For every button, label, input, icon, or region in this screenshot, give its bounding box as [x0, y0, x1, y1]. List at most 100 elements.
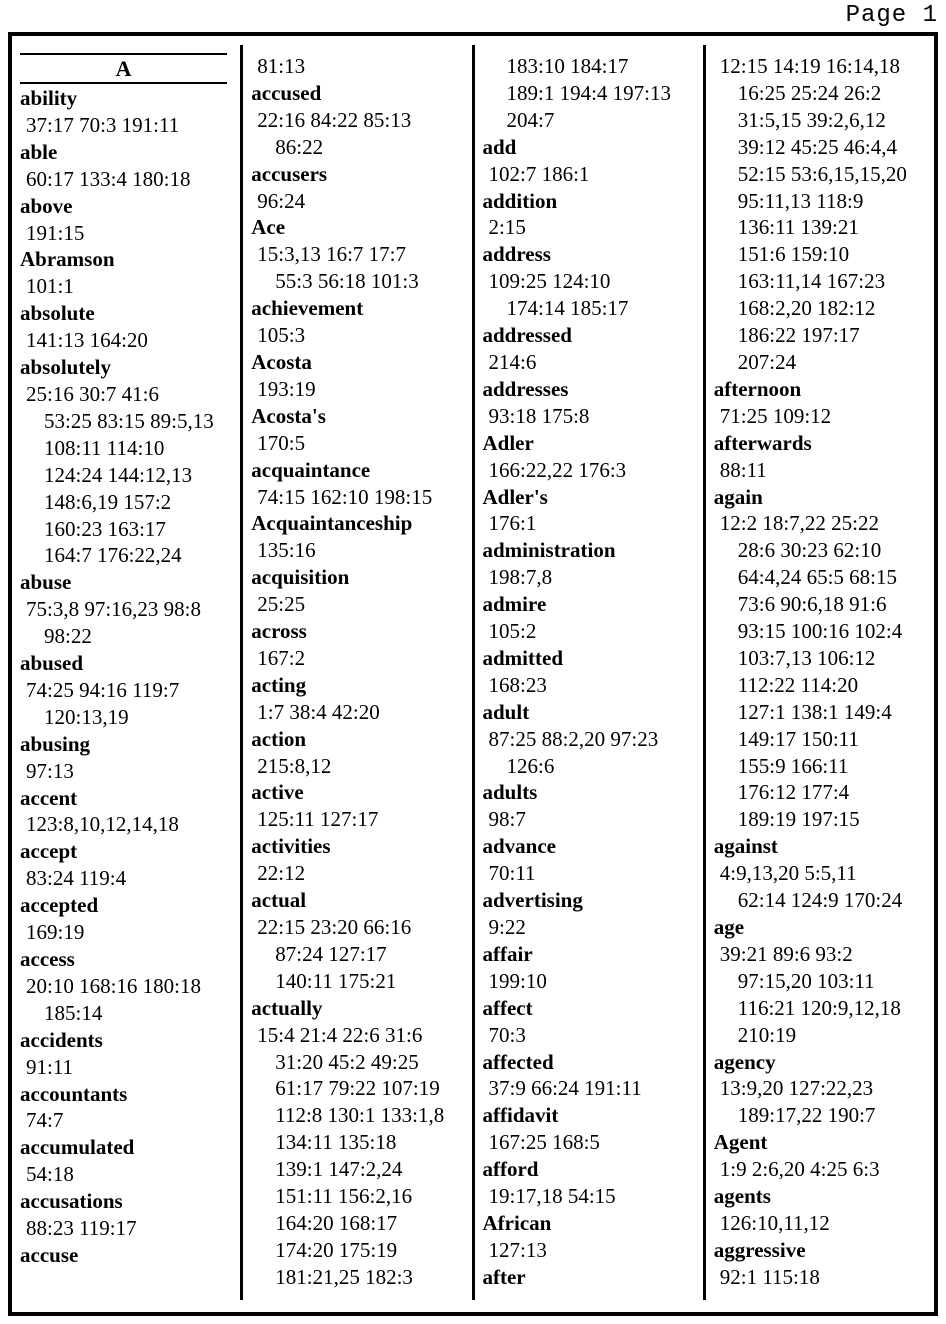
index-references: 87:24 127:17: [275, 941, 387, 966]
index-references: 148:6,19 157:2: [44, 489, 172, 514]
index-word: affidavit: [482, 1103, 559, 1128]
index-references: 125:11 127:17: [257, 807, 379, 832]
index-word: add: [482, 134, 517, 159]
index-references: 1:7 38:4 42:20: [257, 699, 380, 724]
index-references: 19:17,18 54:15: [488, 1184, 616, 1209]
index-references: 62:14 124:9 170:24: [737, 888, 903, 913]
index-references: 126:10,11,12: [719, 1210, 830, 1235]
index-word: achievement: [251, 296, 364, 321]
index-references: 185:14: [44, 1000, 103, 1025]
index-references: 70:3: [488, 1022, 526, 1047]
index-references: 167:2: [257, 645, 306, 670]
index-references: 108:11 114:10: [44, 435, 165, 460]
index-references: 55:3 56:18 101:3: [275, 269, 419, 294]
index-word: acquisition: [251, 565, 350, 590]
index-word: affect: [482, 995, 533, 1020]
index-references: 20:10 168:16 180:18: [26, 973, 202, 998]
index-column-4: 12:15 14:19 16:14,18 16:25 25:24 26:2 31:5…: [706, 36, 934, 1312]
index-word: Ace: [251, 215, 286, 240]
index-references: 31:20 45:2 49:25: [275, 1049, 419, 1074]
index-references: 136:11 139:21: [737, 215, 859, 240]
index-references: 12:15 14:19 16:14,18: [719, 54, 901, 78]
index-references: 54:18: [26, 1162, 74, 1187]
index-references: 96:24: [257, 188, 306, 213]
index-references: 151:6 159:10: [737, 242, 850, 267]
index-word: accuse: [20, 1242, 79, 1267]
index-references: 13:9,20 127:22,23: [719, 1076, 874, 1101]
index-references: 2:15: [488, 215, 526, 240]
index-references: 88:23 119:17: [26, 1216, 137, 1241]
index-word: absolute: [20, 301, 95, 326]
index-word: advance: [482, 834, 557, 859]
index-references: 198:7,8: [488, 565, 553, 590]
index-references: 28:6 30:23 62:10: [737, 538, 882, 563]
index-references: 12:2 18:7,22 25:22: [719, 511, 880, 536]
index-references: 98:22: [44, 624, 92, 649]
index-references: 163:11,14 167:23: [737, 269, 886, 294]
index-references: 170:5: [257, 430, 306, 455]
index-references: 92:1 115:18: [719, 1264, 820, 1289]
index-word: abused: [20, 651, 84, 676]
index-word: accidents: [20, 1027, 103, 1052]
index-references: 74:25 94:16 119:7: [26, 677, 180, 702]
index-word: address: [482, 242, 551, 267]
index-references: 141:13 164:20: [26, 328, 148, 353]
index-word: activities: [251, 834, 331, 859]
index-references: 210:19: [737, 1022, 797, 1047]
index-word: access: [20, 947, 75, 971]
index-references: 52:15 53:6,15,15,20: [737, 161, 907, 186]
index-references: 199:10: [488, 968, 547, 993]
index-references: 112:8 130:1 133:1,8: [275, 1103, 445, 1128]
index-references: 81:13: [257, 54, 306, 78]
index-references: 109:25 124:10: [488, 269, 611, 294]
index-references: 74:7: [26, 1108, 64, 1133]
index-references: 95:11,13 118:9: [737, 188, 864, 213]
index-references: 101:1: [26, 274, 74, 299]
index-word: age: [713, 915, 745, 939]
index-references: 1:9 2:6,20 4:25 6:3: [719, 1157, 880, 1182]
index-word: affair: [482, 941, 533, 966]
index-references: 86:22: [275, 134, 324, 159]
index-references: 74:15 162:10 198:15: [257, 484, 433, 509]
index-references: 87:25 88:2,20 97:23: [488, 726, 659, 751]
index-references: 139:1 147:2,24: [275, 1157, 403, 1182]
index-references: 37:9 66:24 191:11: [488, 1076, 642, 1101]
index-word: Acquaintanceship: [251, 511, 413, 536]
index-word: agents: [713, 1184, 771, 1209]
index-references: 176:1: [488, 511, 537, 536]
index-references: 15:4 21:4 22:6 31:6: [257, 1022, 423, 1047]
index-references: 123:8,10,12,14,18: [26, 812, 179, 837]
index-word: accept: [20, 839, 78, 864]
index-references: 164:20 168:17: [275, 1210, 398, 1235]
index-word: Acosta's: [251, 403, 326, 428]
index-references: 105:3: [257, 323, 306, 348]
index-references: 16:25 25:24 26:2: [737, 80, 882, 105]
index-references: 166:22,22 176:3: [488, 457, 627, 482]
index-references: 127:1 138:1 149:4: [737, 699, 892, 724]
index-references: 31:5,15 39:2,6,12: [737, 107, 886, 132]
index-references: 207:24: [737, 349, 797, 374]
index-references: 25:25: [257, 592, 306, 617]
index-word: African: [482, 1210, 552, 1235]
index-word: administration: [482, 538, 616, 563]
index-references: 64:4,24 65:5 68:15: [737, 565, 898, 590]
index-references: 124:24 144:12,13: [44, 462, 193, 487]
index-word: able: [20, 139, 58, 164]
index-word: actual: [251, 888, 307, 913]
index-references: 73:6 90:6,18 91:6: [737, 592, 887, 617]
index-word: accusations: [20, 1189, 123, 1214]
index-references: 204:7: [506, 107, 555, 132]
index-word: Agent: [713, 1130, 768, 1155]
index-references: 9:22: [488, 915, 526, 939]
index-word: against: [713, 834, 778, 859]
index-references: 167:25 168:5: [488, 1130, 600, 1155]
index-references: 22:15 23:20 66:16: [257, 915, 412, 939]
index-references: 71:25 109:12: [719, 403, 832, 428]
column-divider: [240, 45, 244, 1300]
index-references: 126:6: [506, 753, 555, 778]
index-references: 174:14 185:17: [506, 296, 629, 321]
index-column-3: 183:10 184:17 189:1 194:4 197:13 204:7 add 1…: [475, 36, 703, 1312]
index-column-2: 81:13 accused 22:16 84:22 85:13 86:22 accuse…: [243, 36, 471, 1312]
